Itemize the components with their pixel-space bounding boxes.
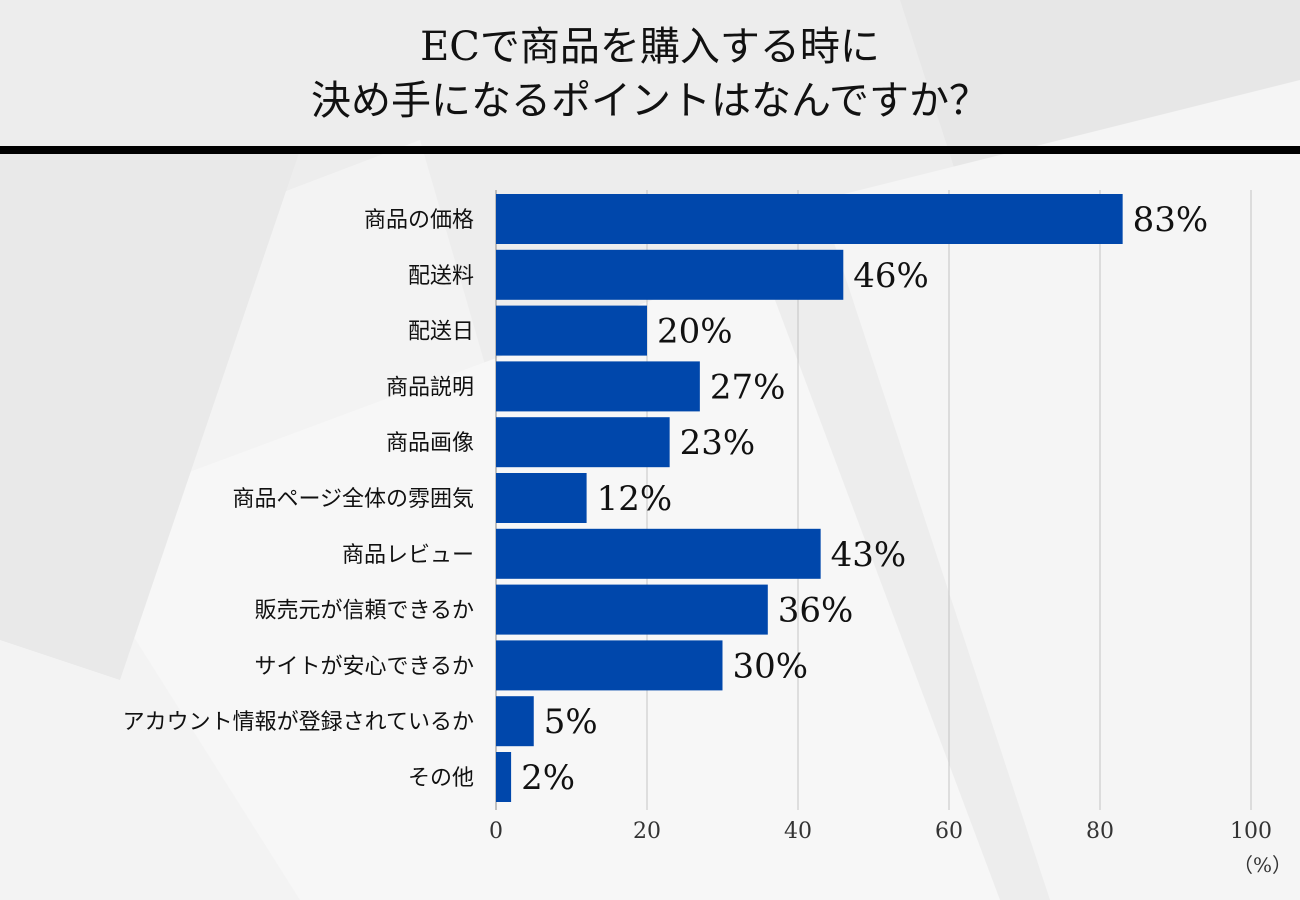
x-tick-labels: 0 20 40 60 80 100 bbox=[489, 819, 1272, 844]
value-labels: 83% 46% 20% 27% 23%12% 43% 36% 30% 5% 2% bbox=[521, 200, 1208, 798]
data-label: 46% bbox=[853, 256, 929, 296]
bar bbox=[496, 249, 844, 300]
category-label: その他 bbox=[408, 766, 474, 791]
bar bbox=[496, 584, 768, 635]
chart-title-line-1: ECで商品を購入する時に bbox=[420, 24, 880, 70]
x-tick-label: 60 bbox=[935, 819, 963, 844]
bar bbox=[496, 696, 534, 747]
x-tick-label: 0 bbox=[489, 819, 503, 844]
chart-title-line-2: 決め手になるポイントはなんですか？ bbox=[311, 78, 989, 124]
bar bbox=[496, 417, 670, 468]
data-label: 30% bbox=[733, 646, 809, 686]
category-label: 商品の価格 bbox=[364, 208, 474, 233]
bar bbox=[496, 305, 647, 356]
x-tick-label: 20 bbox=[633, 819, 661, 844]
bar bbox=[496, 640, 723, 691]
category-label: 配送料 bbox=[408, 264, 474, 289]
category-label: 販売元が信頼できるか bbox=[254, 599, 474, 624]
data-label: 27% bbox=[710, 367, 786, 407]
x-tick-label: 80 bbox=[1086, 819, 1114, 844]
data-label: 5% bbox=[544, 702, 598, 742]
bars bbox=[496, 194, 1123, 802]
data-label: 83% bbox=[1133, 200, 1209, 240]
data-label: 2% bbox=[521, 758, 575, 798]
title-block: ECで商品を購入する時に 決め手になるポイントはなんですか？ bbox=[0, 0, 1300, 150]
bar bbox=[496, 752, 512, 802]
category-label: 商品説明 bbox=[386, 375, 474, 400]
category-label: サイトが安心できるか bbox=[254, 654, 474, 679]
bar bbox=[496, 194, 1123, 244]
category-label: 商品ページ全体の雰囲気 bbox=[232, 487, 474, 512]
bar bbox=[496, 473, 587, 523]
bar bbox=[496, 361, 700, 412]
x-tick-label: 100 bbox=[1230, 819, 1272, 844]
data-label: 36% bbox=[778, 591, 854, 631]
data-label: 12% bbox=[597, 479, 673, 519]
category-label: 配送日 bbox=[408, 320, 474, 345]
x-unit-label: （%） bbox=[1233, 853, 1292, 877]
category-label: アカウント情報が登録されているか bbox=[123, 710, 474, 735]
category-labels: 商品の価格配送料配送日商品説明商品画像商品ページ全体の雰囲気商品レビュー販売元が… bbox=[123, 208, 474, 791]
data-label: 43% bbox=[831, 535, 907, 575]
category-label: 商品レビュー bbox=[342, 543, 474, 568]
bar bbox=[496, 528, 821, 579]
x-tick-label: 40 bbox=[784, 819, 812, 844]
category-label: 商品画像 bbox=[386, 431, 474, 456]
data-label: 23% bbox=[680, 423, 756, 463]
data-label: 20% bbox=[657, 312, 733, 352]
title-divider bbox=[0, 146, 1300, 154]
